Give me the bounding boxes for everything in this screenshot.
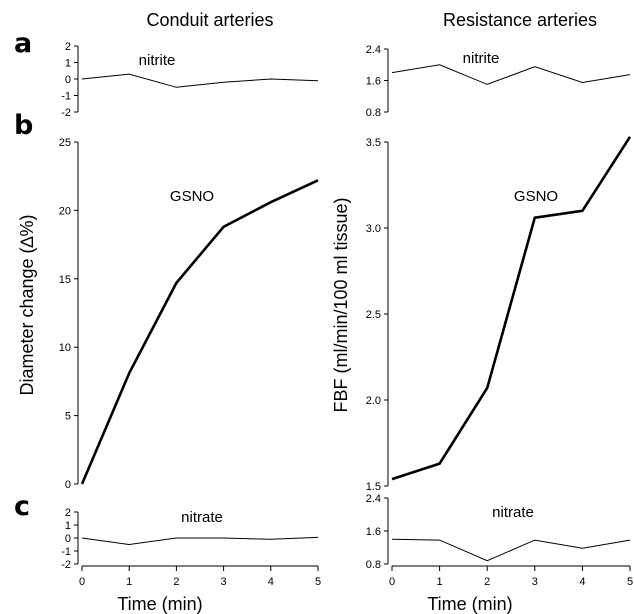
x-tick-label: 2 (173, 576, 179, 588)
y-tick-label: 10 (59, 342, 71, 354)
panel-b-resistance: 3.5 3.0 2.5 2.0 1.5 GSNO (366, 136, 632, 493)
y-tick-label: 0.8 (366, 559, 381, 571)
y-tick-label: 2.4 (366, 44, 381, 56)
x-tick-label: 5 (315, 576, 321, 588)
y-tick-label: 1.6 (366, 526, 381, 538)
y-tick-label: -1 (61, 546, 71, 558)
y-tick-label: 1.6 (366, 76, 381, 88)
panel-letter-a: a (14, 28, 32, 59)
y-tick-label: 0 (65, 74, 71, 86)
series-line-GSNO (391, 136, 632, 481)
panel-letter-b: b (14, 110, 33, 141)
x-tick-label: 1 (126, 576, 132, 588)
x-tick-label: 1 (437, 576, 443, 588)
series-label: nitrate (181, 509, 223, 526)
series-line-nitrate (391, 538, 631, 562)
y-axis-label-resistance: FBF (ml/min/100 ml tissue) (331, 197, 351, 412)
column-title-resistance: Resistance arteries (443, 10, 597, 30)
x-tick-label: 0 (79, 576, 85, 588)
panel-c-resistance: 2.4 1.6 0.8 0 1 2 3 4 5 nitrate (366, 493, 633, 588)
y-tick-label: 25 (59, 137, 71, 149)
x-tick-label: 3 (221, 576, 227, 588)
panel-letter-c: c (14, 491, 30, 522)
y-tick-label: 0 (65, 479, 71, 491)
series-line-GSNO (80, 179, 319, 485)
x-axis-label-conduit: Time (min) (117, 594, 202, 614)
y-tick-label: -1 (61, 91, 71, 103)
column-title-conduit: Conduit arteries (146, 10, 273, 30)
y-tick-label: 1 (65, 520, 71, 532)
panel-a-resistance: 2.4 1.6 0.8 nitrite (366, 44, 631, 119)
x-tick-label: 2 (484, 576, 490, 588)
series-line-nitrite (81, 73, 319, 88)
y-tick-label: 1 (65, 58, 71, 70)
x-axis-label-resistance: Time (min) (427, 594, 512, 614)
series-label: nitrate (492, 504, 534, 521)
y-tick-label: 2.5 (366, 309, 381, 321)
series-line-nitrate (81, 536, 319, 546)
y-tick-label: 0.8 (366, 107, 381, 119)
y-tick-label: 2 (65, 507, 71, 519)
y-tick-label: 20 (59, 205, 71, 217)
series-label: GSNO (170, 188, 214, 205)
series-label: nitrite (463, 50, 500, 67)
x-tick-label: 0 (389, 576, 395, 588)
series-label: nitrite (139, 52, 176, 69)
panels: 210-1-2nitrite2.41.60.8nitrite2520151050… (59, 41, 633, 588)
y-tick-label: 2.4 (366, 493, 381, 505)
x-tick-label: 5 (627, 576, 633, 588)
y-tick-label: 3.0 (366, 223, 381, 235)
x-tick-label: 4 (268, 576, 274, 588)
y-tick-label: 0 (65, 533, 71, 545)
panel-b-conduit: 25 20 15 10 5 0 GSNO (59, 137, 319, 491)
y-tick-label: 2.0 (366, 395, 381, 407)
y-tick-label: 3.5 (366, 137, 381, 149)
y-tick-label: -2 (61, 107, 71, 119)
panel-a-conduit: 2 1 0 -1 -2 nitrite (61, 41, 319, 119)
series-label: GSNO (514, 188, 558, 205)
y-tick-label: 5 (65, 411, 71, 423)
y-tick-label: 2 (65, 41, 71, 53)
x-tick-label: 4 (579, 576, 585, 588)
series-line-nitrite (391, 64, 631, 85)
x-tick-label: 3 (532, 576, 538, 588)
y-tick-label: 15 (59, 274, 71, 286)
y-tick-label: 1.5 (366, 481, 381, 493)
y-axis-label-conduit: Diameter change (∆%) (17, 214, 37, 395)
y-tick-label: -2 (61, 559, 71, 571)
